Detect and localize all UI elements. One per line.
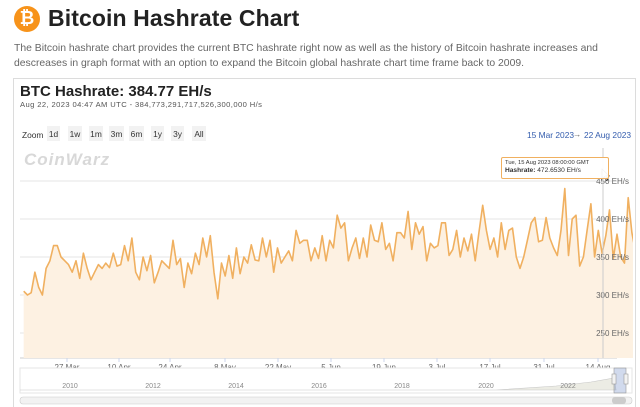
zoom-button-3m[interactable]: 3m	[109, 126, 124, 141]
tooltip-value: 472.6530 EH/s	[537, 167, 581, 174]
range-from[interactable]: 15 Mar 2023	[527, 130, 575, 140]
series-area	[23, 188, 633, 358]
navigator-scrollbar[interactable]	[19, 396, 633, 405]
tooltip-date: Tue, 15 Aug 2023 08:00:00 GMT	[505, 160, 590, 166]
y-tick-label: 400 EH/s	[596, 215, 629, 224]
page-description: The Bitcoin hashrate chart provides the …	[14, 43, 598, 69]
zoom-button-1d[interactable]: 1d	[47, 126, 60, 141]
bitcoin-logo-icon: ₿	[14, 5, 40, 32]
series-line	[23, 187, 633, 300]
zoom-button-1w[interactable]: 1w	[68, 126, 82, 141]
navigator-scrollbar-thumb[interactable]	[612, 397, 626, 404]
zoom-button-1y[interactable]: 1y	[151, 126, 164, 141]
navigator-year-label: 2018	[394, 383, 410, 390]
page-title: Bitcoin Hashrate Chart	[48, 5, 300, 31]
zoom-button-6m[interactable]: 6m	[129, 126, 144, 141]
y-tick-label: 300 EH/s	[596, 291, 629, 300]
zoom-label: Zoom	[22, 130, 44, 140]
y-tick-label: 450 EH/s	[596, 177, 629, 186]
navigator-year-label: 2010	[62, 383, 78, 390]
zoom-button-1m[interactable]: 1m	[89, 126, 103, 141]
page-header: ₿ Bitcoin Hashrate Chart	[14, 5, 299, 32]
zoom-button-3y[interactable]: 3y	[171, 126, 184, 141]
chart-watermark: CoinWarz	[24, 150, 111, 169]
navigator-year-label: 2022	[560, 383, 576, 390]
range-to[interactable]: 22 Aug 2023	[584, 130, 632, 140]
navigator-year-label: 2016	[311, 383, 327, 390]
navigator-series	[20, 377, 617, 391]
range-arrow: →	[573, 129, 582, 139]
zoom-button-all[interactable]: All	[192, 126, 206, 141]
navigator-year-label: 2012	[145, 383, 161, 390]
chart-container: Zoom 1d 1w 1m 3m 6m 1y 3y All 15 Mar 202…	[16, 120, 633, 406]
y-tick-label: 350 EH/s	[596, 253, 629, 262]
navigator-year-label: 2014	[228, 383, 244, 390]
tooltip-series: Hashrate:	[505, 167, 536, 174]
y-tick-label: 250 EH/s	[596, 329, 629, 338]
navigator-handle-right[interactable]	[623, 373, 629, 385]
hashrate-title: BTC Hashrate: 384.77 EH/s	[20, 83, 212, 100]
hashrate-subline: Aug 22, 2023 04:47 AM UTC - 384,773,291,…	[20, 100, 263, 109]
navigator-year-label: 2020	[478, 383, 494, 390]
hashrate-line-chart: 250 EH/s 300 EH/s 350 EH/s 400 EH/s 450 EH/s…	[19, 148, 633, 405]
navigator-handle-left[interactable]	[611, 373, 617, 385]
chart-tooltip: Tue, 15 Aug 2023 08:00:00 GMT Hashrate: …	[501, 157, 609, 179]
